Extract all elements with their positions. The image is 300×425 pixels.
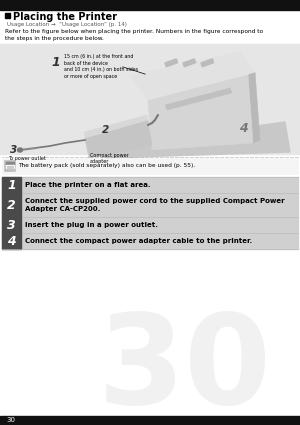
- Text: 3: 3: [11, 145, 18, 155]
- Bar: [4, 160, 15, 171]
- Bar: [5, 162, 14, 164]
- Text: 1: 1: [7, 178, 16, 192]
- Bar: [0, 44, 300, 154]
- Text: Usage Location →  “Usage Location” (p. 14): Usage Location → “Usage Location” (p. 14…: [7, 22, 127, 27]
- Polygon shape: [248, 72, 260, 143]
- Text: 3: 3: [7, 218, 16, 232]
- Bar: [201, 59, 214, 67]
- Polygon shape: [85, 120, 152, 158]
- Bar: [5, 13, 10, 18]
- Text: Connect the compact power adapter cable to the printer.: Connect the compact power adapter cable …: [25, 238, 252, 244]
- Text: 2: 2: [102, 125, 110, 135]
- Bar: [2, 193, 21, 217]
- Text: Place the printer on a flat area.: Place the printer on a flat area.: [25, 182, 151, 188]
- Bar: [0, 416, 300, 425]
- Bar: [2, 193, 298, 217]
- Ellipse shape: [17, 148, 22, 152]
- Polygon shape: [165, 88, 232, 110]
- Polygon shape: [130, 52, 255, 100]
- Text: The battery pack (sold separately) also can be used (p. 55).: The battery pack (sold separately) also …: [18, 164, 195, 168]
- Polygon shape: [148, 75, 253, 150]
- Bar: [5, 165, 14, 168]
- Text: Refer to the figure below when placing the printer. Numbers in the figure corres: Refer to the figure below when placing t…: [5, 29, 263, 41]
- Text: 30: 30: [98, 309, 272, 425]
- Bar: [2, 177, 298, 193]
- Text: Insert the plug in a power outlet.: Insert the plug in a power outlet.: [25, 222, 158, 228]
- Bar: [2, 217, 21, 233]
- Bar: [2, 177, 21, 193]
- Bar: [183, 59, 196, 67]
- Text: 30: 30: [6, 417, 15, 423]
- Bar: [2, 233, 21, 249]
- Bar: [2, 158, 298, 174]
- Text: 1: 1: [52, 56, 60, 69]
- Polygon shape: [84, 115, 148, 138]
- Text: 4: 4: [7, 235, 16, 247]
- Bar: [7, 166, 13, 167]
- Text: 2: 2: [7, 198, 16, 212]
- Text: Compact power
adapter: Compact power adapter: [90, 153, 129, 164]
- Polygon shape: [100, 122, 290, 158]
- Bar: [2, 233, 298, 249]
- Bar: [2, 217, 298, 233]
- Bar: [165, 59, 178, 67]
- Bar: [0, 0, 300, 10]
- Text: 4: 4: [238, 122, 247, 134]
- Text: Connect the supplied power cord to the supplied Compact Power
Adapter CA-CP200.: Connect the supplied power cord to the s…: [25, 198, 285, 212]
- Text: To power outlet: To power outlet: [8, 156, 46, 161]
- Text: Placing the Printer: Placing the Printer: [13, 12, 117, 22]
- Text: 15 cm (6 in.) at the front and
back of the device
and 10 cm (4 in.) on both side: 15 cm (6 in.) at the front and back of t…: [64, 54, 138, 79]
